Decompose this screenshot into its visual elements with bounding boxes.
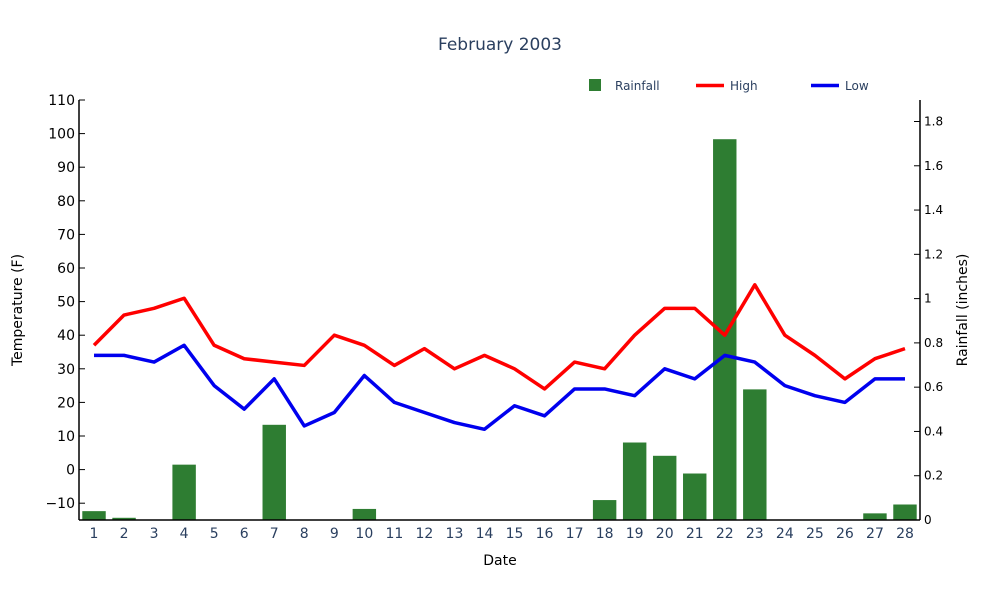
left-y-tick-label: 20 [57,395,75,411]
x-tick-label: 21 [686,526,704,542]
left-y-tick-label: 110 [48,93,75,109]
rainfall-bars [82,139,917,520]
left-y-tick-label: 30 [57,362,75,378]
right-y-tick-label: 1.4 [924,203,943,217]
x-tick-label: 10 [355,526,373,542]
rainfall-bar-day-1 [82,511,106,520]
rainfall-bar-day-23 [743,389,767,520]
x-tick-label: 7 [270,526,279,542]
left-y-tick-label: 60 [57,261,75,277]
left-y-axis-label: Temperature (F) [10,254,26,367]
legend-rainfall-swatch [589,79,601,91]
x-tick-label: 15 [506,526,524,542]
rainfall-bar-day-2 [112,517,136,520]
x-tick-label: 2 [120,526,129,542]
x-tick-label: 17 [566,526,584,542]
x-tick-label: 3 [150,526,159,542]
x-tick-label: 14 [476,526,494,542]
rainfall-bar-day-7 [262,424,286,520]
x-tick-label: 27 [866,526,884,542]
rainfall-bar-day-4 [172,464,196,520]
left-y-tick-label: 50 [57,295,75,311]
right-y-tick-label: 0.2 [924,469,943,483]
x-tick-label: 5 [210,526,219,542]
left-y-tick-label: 40 [57,328,75,344]
left-y-tick-label: −10 [45,496,75,512]
left-y-tick-label: 10 [57,429,75,445]
x-tick-label: 11 [385,526,403,542]
right-y-tick-label: 1 [924,292,932,306]
rainfall-bar-day-21 [683,473,707,520]
rainfall-bar-day-27 [863,513,887,520]
right-y-axis-label: Rainfall (inches) [955,254,971,367]
right-y-tick-label: 0.8 [924,336,943,350]
x-tick-label: 28 [896,526,914,542]
rainfall-bar-day-22 [713,139,737,520]
x-tick-label: 13 [446,526,464,542]
left-y-tick-label: 90 [57,160,75,176]
low-temperature-line [94,343,905,432]
x-axis-label: Date [483,553,516,569]
x-tick-label: 6 [240,526,249,542]
left-y-tick-label: 100 [48,127,75,143]
x-tick-label: 8 [300,526,309,542]
x-tick-label: 18 [596,526,614,542]
x-tick-label: 24 [776,526,794,542]
legend: Rainfall High Low [589,79,869,93]
left-y-tick-label: 0 [66,463,75,479]
left-y-tick-label: 80 [57,194,75,210]
right-y-ticks: 0 0.2 0.4 0.6 0.8 1 1.2 1.4 1.6 1.8 [914,115,943,527]
legend-low-label: Low [845,79,869,93]
rainfall-bar-day-19 [622,442,647,520]
x-tick-label: 16 [536,526,554,542]
temperature-lines [92,283,906,432]
high-temperature-line [92,283,906,391]
rainfall-bar-day-10 [352,508,377,520]
x-tick-label: 23 [746,526,764,542]
legend-high-label: High [730,79,758,93]
chart-title: February 2003 [438,35,562,55]
rainfall-bar-day-18 [592,500,617,520]
rainfall-bar-day-28 [893,504,917,520]
left-y-ticks: −10 0 10 20 30 40 50 60 70 80 90 100 110 [45,93,85,512]
x-tick-label: 1 [90,526,99,542]
x-ticks: 1 2 3 4 5 6 7 8 9 10 11 12 13 14 15 16 17 18 19 20 21 22 23 24 2… [90,526,914,542]
x-tick-label: 26 [836,526,854,542]
legend-rainfall-label: Rainfall [615,79,660,93]
x-tick-label: 22 [716,526,734,542]
left-y-tick-label: 70 [57,227,75,243]
right-y-tick-label: 0.6 [924,380,943,394]
right-y-tick-label: 1.6 [924,159,943,173]
right-y-tick-label: 1.2 [924,247,943,261]
x-tick-label: 20 [656,526,674,542]
right-y-tick-label: 0 [924,513,932,527]
x-tick-label: 9 [330,526,339,542]
x-tick-label: 25 [806,526,824,542]
right-y-tick-label: 0.4 [924,424,943,438]
right-y-tick-label: 1.8 [924,115,943,129]
x-tick-label: 19 [626,526,644,542]
x-tick-label: 4 [180,526,189,542]
x-tick-label: 12 [415,526,433,542]
rainfall-bar-day-20 [652,455,677,520]
